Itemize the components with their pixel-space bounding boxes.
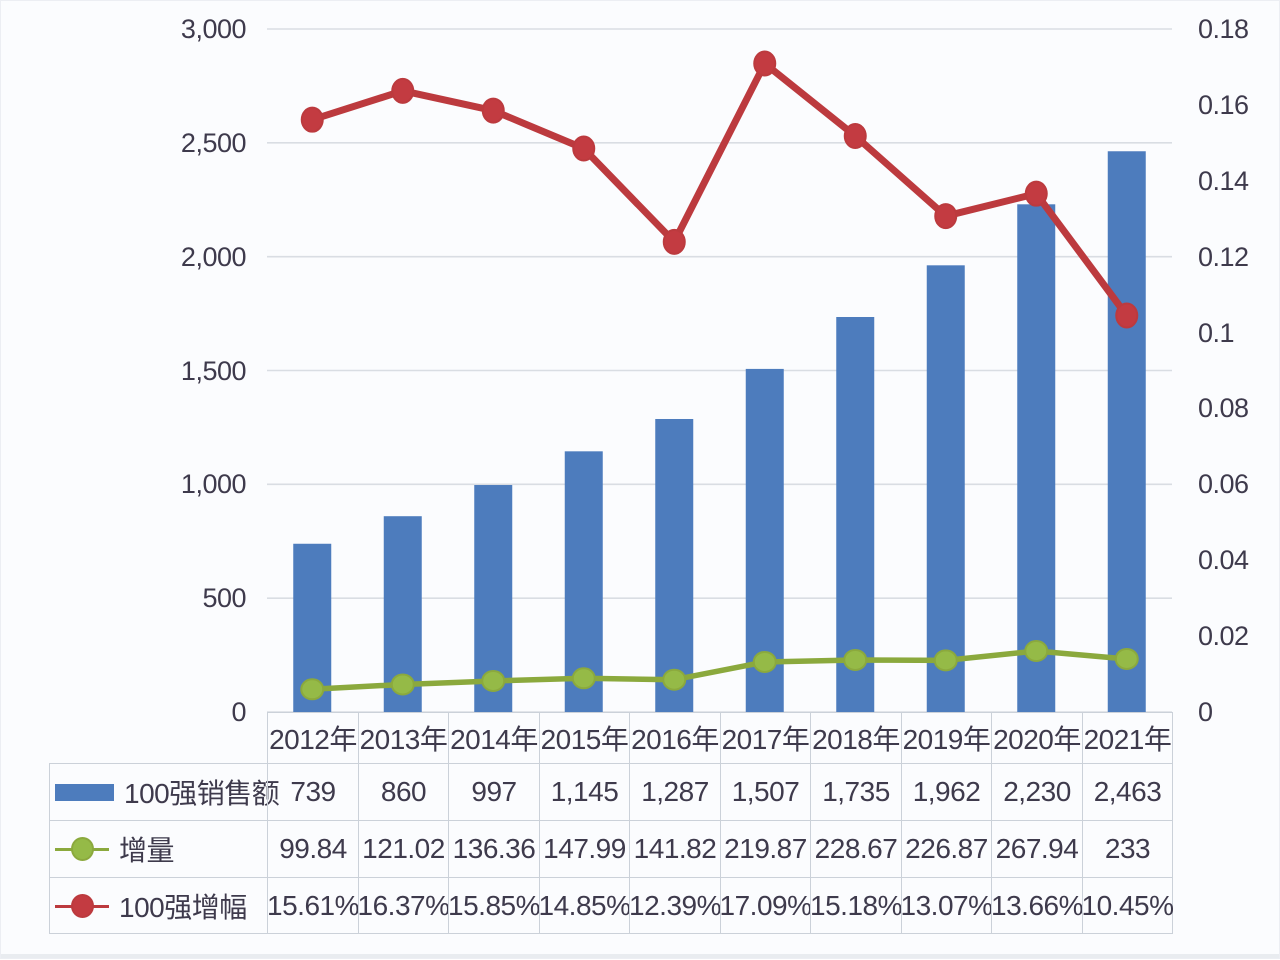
table-cell-growth-2012年: 15.61% <box>267 877 359 934</box>
bottom-edge-strip <box>1 954 1279 958</box>
right-axis-tick: 0.1 <box>1198 317 1235 348</box>
bar-series-swatch-icon <box>55 783 114 801</box>
increment-marker-2013年 <box>390 673 415 696</box>
bar-2020年 <box>1017 204 1056 712</box>
year-header-cell-2012年: 2012年 <box>267 712 359 764</box>
year-header-cell-2015年: 2015年 <box>539 712 630 764</box>
legend-item-sales: 100强销售额 <box>49 763 280 821</box>
legend-line-dot <box>71 837 94 861</box>
growth-marker-2021年 <box>1115 302 1139 329</box>
table-cell-increment-2017年: 219.87 <box>720 820 811 878</box>
table-cell-sales-2018年: 1,735 <box>810 763 902 821</box>
increment-marker-2017年 <box>752 650 777 673</box>
right-axis-tick: 0.02 <box>1198 621 1249 652</box>
increment-marker-2020年 <box>1024 639 1049 662</box>
table-cell-sales-2015年: 1,145 <box>539 763 630 821</box>
year-header-cell-2021年: 2021年 <box>1082 712 1173 764</box>
table-cell-growth-2018年: 15.18% <box>810 877 902 934</box>
bar-2016年 <box>655 418 694 712</box>
growth-marker-2014年 <box>481 97 505 124</box>
year-header-cell-2014年: 2014年 <box>448 712 540 764</box>
left-axis-tick: 1,500 <box>180 355 247 386</box>
growth-marker-2012年 <box>300 106 324 133</box>
table-cell-increment-2015年: 147.99 <box>539 820 630 878</box>
growth-marker-2018年 <box>843 123 867 150</box>
increment-marker-2019年 <box>933 649 958 672</box>
increment-marker-2018年 <box>843 648 868 671</box>
increment-marker-2012年 <box>300 678 325 701</box>
left-axis-tick: 2,000 <box>180 241 247 272</box>
table-cell-sales-2016年: 1,287 <box>629 763 721 821</box>
table-cell-growth-2013年: 16.37% <box>358 877 450 934</box>
year-header-cell-2020年: 2020年 <box>991 712 1083 764</box>
table-cell-growth-2019年: 13.07% <box>901 877 993 934</box>
legend-label-increment: 增量 <box>119 835 175 866</box>
growth-marker-2020年 <box>1024 180 1048 207</box>
right-axis-tick: 0.12 <box>1198 241 1249 272</box>
legend-label-sales: 100强销售额 <box>124 778 280 809</box>
growth-line <box>308 60 1131 319</box>
right-axis-tick: 0 <box>1198 697 1213 727</box>
left-axis-tick: 0 <box>231 697 246 727</box>
table-cell-sales-2013年: 860 <box>358 763 449 821</box>
line-marker-icon <box>55 835 109 863</box>
right-axis-tick: 0.16 <box>1198 89 1249 120</box>
growth-marker-2015年 <box>572 135 596 162</box>
growth-marker-2016年 <box>662 228 686 255</box>
table-cell-increment-2018年: 228.67 <box>810 820 902 878</box>
right-axis-tick: 0.06 <box>1198 469 1249 500</box>
table-cell-growth-2016年: 12.39% <box>629 877 721 934</box>
legend-item-growth: 100强增幅 <box>49 877 268 934</box>
table-cell-increment-2016年: 141.82 <box>629 820 721 878</box>
table-cell-increment-2020年: 267.94 <box>991 820 1083 878</box>
right-axis-tick: 0.08 <box>1198 393 1249 424</box>
left-axis-tick: 2,500 <box>180 127 247 158</box>
table-cell-sales-2021年: 2,463 <box>1082 763 1173 821</box>
legend-label-growth: 100强增幅 <box>119 891 247 923</box>
table-cell-increment-2021年: 233 <box>1082 820 1173 878</box>
bar-2021年 <box>1107 151 1146 712</box>
increment-marker-2016年 <box>662 668 687 691</box>
year-header-cell-2017年: 2017年 <box>720 712 811 764</box>
table-cell-sales-2012年: 739 <box>267 763 359 821</box>
right-axis-tick: 0.18 <box>1198 14 1249 44</box>
left-axis-tick: 1,000 <box>180 469 247 500</box>
table-cell-growth-2015年: 14.85% <box>539 877 631 934</box>
bar-2019年 <box>926 265 965 712</box>
left-axis-tick: 3,000 <box>180 14 247 44</box>
increment-marker-2014年 <box>481 669 506 692</box>
table-cell-growth-2020年: 13.66% <box>991 877 1083 934</box>
line-marker-icon <box>55 892 109 920</box>
year-header-cell-2016年: 2016年 <box>629 712 721 764</box>
legend-item-increment: 增量 <box>49 820 268 878</box>
table-cell-increment-2014年: 136.36 <box>448 820 540 878</box>
table-cell-increment-2013年: 121.02 <box>358 820 449 878</box>
left-axis-tick: 500 <box>202 583 246 614</box>
growth-marker-2019年 <box>934 203 958 230</box>
legend-line-dot <box>71 893 94 918</box>
increment-line <box>309 648 1130 693</box>
increment-marker-2015年 <box>571 667 596 690</box>
table-cell-increment-2012年: 99.84 <box>267 820 359 878</box>
right-axis-tick: 0.04 <box>1198 545 1249 576</box>
right-axis-tick: 0.14 <box>1198 165 1249 196</box>
table-cell-growth-2014年: 15.85% <box>448 877 540 934</box>
bar-2018年 <box>836 316 875 712</box>
year-header-cell-2013年: 2013年 <box>358 712 449 764</box>
table-cell-growth-2017年: 17.09% <box>720 877 812 934</box>
year-header-cell-2018年: 2018年 <box>810 712 902 764</box>
year-header-cell-2019年: 2019年 <box>901 712 992 764</box>
growth-marker-2013年 <box>391 77 415 104</box>
table-cell-sales-2020年: 2,230 <box>991 763 1083 821</box>
table-cell-growth-2021年: 10.45% <box>1082 877 1174 934</box>
table-cell-increment-2019年: 226.87 <box>901 820 992 878</box>
growth-marker-2017年 <box>753 50 777 77</box>
increment-marker-2021年 <box>1114 647 1139 670</box>
table-cell-sales-2019年: 1,962 <box>901 763 992 821</box>
table-cell-sales-2017年: 1,507 <box>720 763 811 821</box>
table-cell-sales-2014年: 997 <box>448 763 540 821</box>
